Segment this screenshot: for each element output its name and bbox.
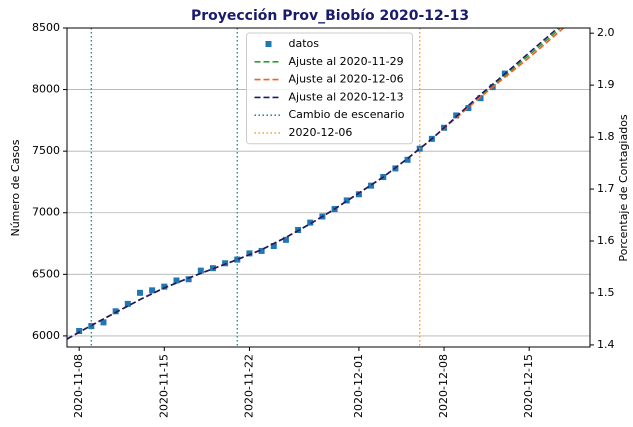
chart-title: Proyección Prov_Biobío 2020-12-13 [191,8,469,24]
y-tick-label: 6000 [32,329,60,342]
data-point [100,319,107,326]
legend-label: Ajuste al 2020-12-13 [289,90,404,103]
y-tick-label: 7500 [32,144,60,157]
data-point [453,112,460,119]
data-point [282,236,289,243]
x-tick-label: 2020-12-01 [352,354,365,418]
y2-tick-label: 1.5 [597,286,615,299]
fit-line [67,28,559,340]
legend-label: Ajuste al 2020-11-29 [289,55,404,68]
y-tick-label: 7000 [32,206,60,219]
y2-tick-label: 1.8 [597,130,615,143]
y2-tick-label: 1.4 [597,338,615,351]
legend-label: datos [289,37,320,50]
y-tick-label: 8500 [32,21,60,34]
y2-tick-label: 1.6 [597,234,615,247]
x-tick-label: 2020-11-08 [72,354,85,418]
data-point [149,287,156,294]
data-point [136,289,143,296]
data-point [161,283,168,290]
data-point [307,219,314,226]
legend-label: 2020-12-06 [289,126,353,139]
x-tick-label: 2020-11-15 [157,354,170,418]
data-point [246,250,253,257]
data-point [258,247,265,254]
data-point [222,260,229,267]
y-tick-label: 8000 [32,83,60,96]
x-tick-label: 2020-11-22 [242,354,255,418]
x-tick-label: 2020-12-15 [522,354,535,418]
data-point [76,327,83,334]
plot-frame [66,27,591,348]
data-point [197,267,204,274]
data-point [343,197,350,204]
data-point [368,182,375,189]
legend-label: Cambio de escenario [289,108,405,121]
x-tick-label: 2020-12-08 [437,354,450,418]
legend-swatch [265,41,272,47]
y2-tick-label: 1.9 [597,78,615,91]
y-tick-label: 6500 [32,267,60,280]
data-point [173,277,180,284]
plot-area [67,28,565,347]
y-axis-title: Número de Casos [9,139,22,236]
legend-label: Ajuste al 2020-12-06 [289,73,404,86]
y2-tick-label: 1.7 [597,182,615,195]
data-point [404,156,411,163]
y2-tick-label: 2.0 [597,26,615,39]
data-point [465,105,472,112]
data-point [234,256,241,263]
data-point [355,191,362,198]
data-point [112,308,119,315]
data-point [124,300,131,307]
data-point [477,95,484,102]
data-point [270,243,277,250]
y2-axis-title: Porcentaje de Contagiados [617,114,630,262]
data-point [185,276,192,283]
legend-box [246,32,413,145]
